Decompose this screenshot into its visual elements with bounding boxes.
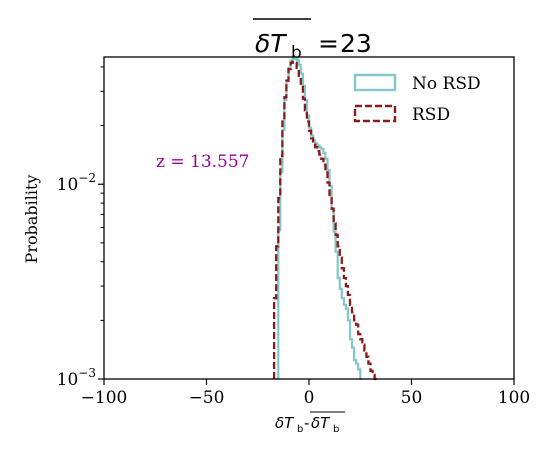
legend-swatch-no-rsd [353, 73, 397, 92]
legend: No RSD RSD [353, 73, 481, 125]
x-tick-label: 100 [498, 388, 530, 408]
chart-title: δT b = 23 [253, 18, 372, 63]
x-axis-label-minus: - [304, 414, 309, 432]
x-axis-label: δT b - δT b [275, 411, 345, 435]
title-equals: = [318, 29, 339, 58]
x-axis-label-sub1: b [297, 424, 303, 435]
plot-frame [103, 56, 515, 380]
redshift-annotation: z = 13.557 [156, 152, 250, 172]
axis-ticks: −100 −50 0 50 100 10−2 10−3 [57, 66, 530, 408]
y-tick-label: 10−3 [57, 366, 96, 390]
title-subscript: b [291, 43, 302, 63]
legend-label-no-rsd: No RSD [412, 74, 481, 94]
series-layer [272, 57, 377, 381]
x-tick-label: 0 [304, 388, 315, 408]
y-axis-label: Probability [22, 175, 41, 264]
title-value: 23 [340, 29, 372, 58]
legend-label-rsd: RSD [412, 105, 450, 125]
x-tick-label: 50 [401, 388, 423, 408]
y-tick-label: 10−2 [57, 171, 96, 195]
legend-swatch-rsd [353, 104, 397, 123]
no-rsd-series-line [277, 57, 363, 381]
x-tick-label: −100 [81, 388, 128, 408]
x-axis-label-sub2: b [333, 424, 339, 435]
x-tick-label: −50 [189, 388, 225, 408]
x-axis-label-term2: δT [311, 414, 331, 432]
title-symbol: δT [255, 29, 287, 58]
x-axis-label-term1: δT [275, 414, 295, 432]
rsd-series-line [272, 60, 377, 381]
